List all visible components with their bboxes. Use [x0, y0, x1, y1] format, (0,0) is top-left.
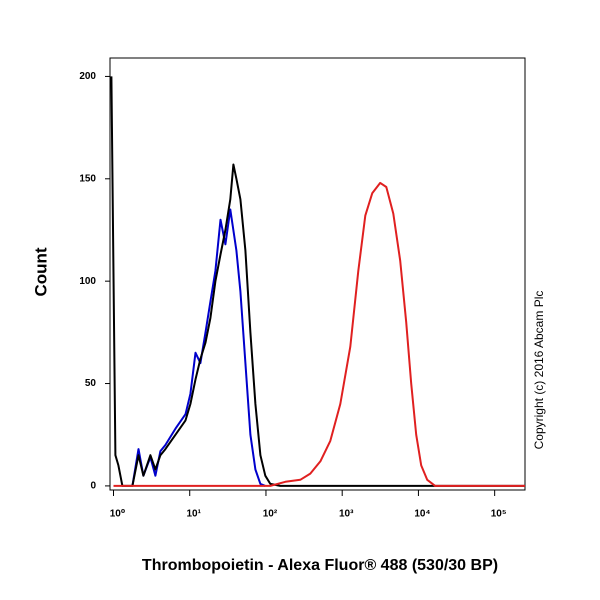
y-axis-label: Count	[31, 247, 50, 296]
histogram-line	[131, 208, 266, 487]
histogram-line	[113, 181, 525, 487]
x-tick-label: 10⁵	[491, 509, 507, 520]
plot-frame	[109, 57, 526, 491]
x-tick-label: 10³	[339, 509, 354, 520]
y-tick-label: 200	[79, 71, 96, 82]
histogram-line	[110, 76, 525, 487]
y-tick-label: 50	[85, 378, 97, 389]
x-tick-label: 10⁴	[414, 509, 430, 520]
y-tick-label: 0	[90, 481, 96, 492]
y-tick-label: 150	[79, 173, 96, 184]
x-tick-label: 10⁰	[110, 509, 126, 520]
x-tick-label: 10²	[263, 509, 278, 520]
y-tick-label: 100	[79, 276, 96, 287]
x-axis-label: Thrombopoietin - Alexa Fluor® 488 (530/3…	[142, 557, 498, 574]
copyright-annotation: Copyright (c) 2016 Abcam Plc	[532, 291, 546, 450]
x-tick-label: 10¹	[186, 509, 201, 520]
